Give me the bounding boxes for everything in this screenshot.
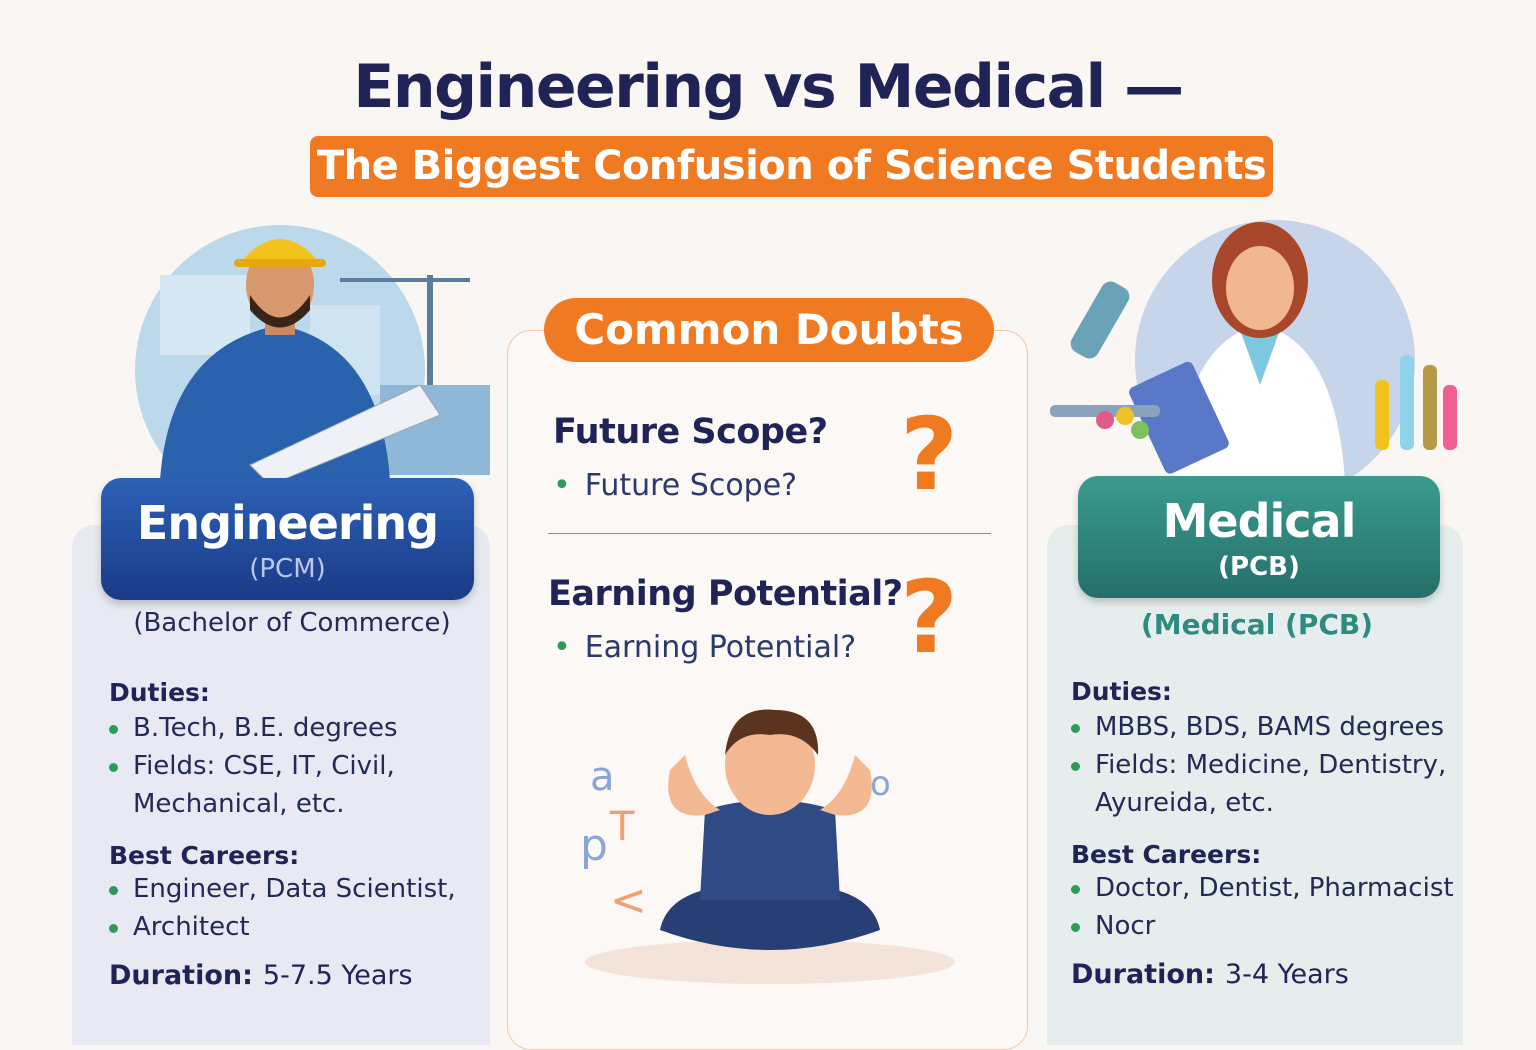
svg-text:a: a bbox=[590, 754, 615, 800]
doctor-illustration bbox=[1050, 220, 1457, 480]
doubt-question: Future Scope? bbox=[553, 412, 828, 452]
confused-student-illustration: a p T < o bbox=[580, 709, 955, 984]
engineering-duty: Fields: CSE, IT, Civil, Mechanical, etc. bbox=[109, 747, 439, 823]
question-mark-icon: ? bbox=[900, 396, 959, 513]
doubt-bullet: Earning Potential? bbox=[553, 630, 856, 665]
page-title: Engineering vs Medical — bbox=[353, 52, 1184, 122]
engineering-duties-label: Duties: bbox=[109, 678, 210, 707]
svg-text:o: o bbox=[870, 764, 891, 804]
medical-stream: (PCB) bbox=[1218, 552, 1300, 582]
question-mark-icon: ? bbox=[900, 559, 959, 676]
medical-career: Nocr bbox=[1071, 907, 1461, 945]
engineer-illustration bbox=[135, 225, 490, 485]
medical-duties-label: Duties: bbox=[1071, 677, 1172, 706]
divider bbox=[548, 533, 991, 534]
svg-text:T: T bbox=[609, 804, 635, 850]
medical-card bbox=[1047, 525, 1463, 1045]
medical-duty: MBBS, BDS, BAMS degrees bbox=[1071, 708, 1461, 746]
engineering-degree: (Bachelor of Commerce) bbox=[133, 608, 451, 638]
engineering-career: Engineer, Data Scientist, bbox=[109, 870, 499, 908]
engineering-header: Engineering (PCM) bbox=[101, 478, 474, 600]
engineering-duration: 5-7.5 Years bbox=[262, 960, 413, 991]
engineering-title: Engineering bbox=[136, 496, 439, 550]
medical-careers-label: Best Careers: bbox=[1071, 840, 1262, 869]
medical-career: Doctor, Dentist, Pharmacist bbox=[1071, 869, 1461, 907]
svg-text:<: < bbox=[610, 875, 647, 926]
engineering-career: Architect bbox=[109, 908, 499, 946]
medical-degree: (Medical (PCB) bbox=[1140, 608, 1374, 641]
subtitle-banner: The Biggest Confusion of Science Student… bbox=[310, 136, 1273, 197]
medical-duration-label: Duration: bbox=[1071, 959, 1215, 990]
doubt-question: Earning Potential? bbox=[548, 574, 903, 614]
common-doubts-title: Common Doubts bbox=[544, 298, 994, 362]
medical-duration: 3-4 Years bbox=[1224, 959, 1349, 990]
engineering-card bbox=[72, 525, 490, 1045]
svg-text:p: p bbox=[580, 820, 608, 871]
medical-duty: Fields: Medicine, Dentistry, Ayureida, e… bbox=[1071, 746, 1461, 822]
medical-header: Medical (PCB) bbox=[1078, 476, 1440, 598]
engineering-duration-label: Duration: bbox=[109, 960, 253, 991]
engineering-duty: B.Tech, B.E. degrees bbox=[109, 709, 499, 747]
engineering-stream: (PCM) bbox=[249, 554, 326, 584]
doubt-bullet: Future Scope? bbox=[553, 468, 797, 503]
medical-title: Medical bbox=[1162, 494, 1357, 548]
engineering-careers-label: Best Careers: bbox=[109, 841, 300, 870]
